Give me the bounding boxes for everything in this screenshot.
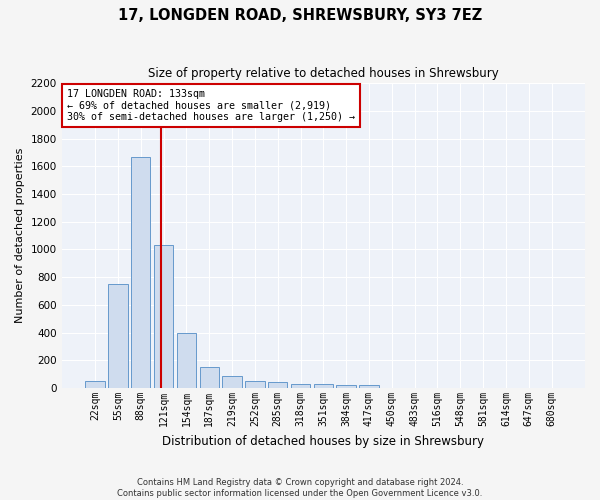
Bar (245, 381, 265, 388)
Bar (291, 384, 310, 388)
Bar (131, 156, 151, 388)
Text: Contains HM Land Registry data © Crown copyright and database right 2024.
Contai: Contains HM Land Registry data © Crown c… (118, 478, 482, 498)
Bar (314, 384, 333, 388)
Bar (85, 381, 105, 388)
Bar (108, 284, 128, 388)
Title: Size of property relative to detached houses in Shrewsbury: Size of property relative to detached ho… (148, 68, 499, 80)
Bar (268, 382, 287, 388)
Bar (177, 332, 196, 388)
Bar (359, 386, 379, 388)
Bar (337, 386, 356, 388)
Bar (154, 244, 173, 388)
Bar (223, 376, 242, 388)
Y-axis label: Number of detached properties: Number of detached properties (15, 148, 25, 324)
X-axis label: Distribution of detached houses by size in Shrewsbury: Distribution of detached houses by size … (163, 434, 484, 448)
Bar (200, 368, 219, 388)
Text: 17, LONGDEN ROAD, SHREWSBURY, SY3 7EZ: 17, LONGDEN ROAD, SHREWSBURY, SY3 7EZ (118, 8, 482, 22)
Text: 17 LONGDEN ROAD: 133sqm
← 69% of detached houses are smaller (2,919)
30% of semi: 17 LONGDEN ROAD: 133sqm ← 69% of detache… (67, 89, 355, 122)
